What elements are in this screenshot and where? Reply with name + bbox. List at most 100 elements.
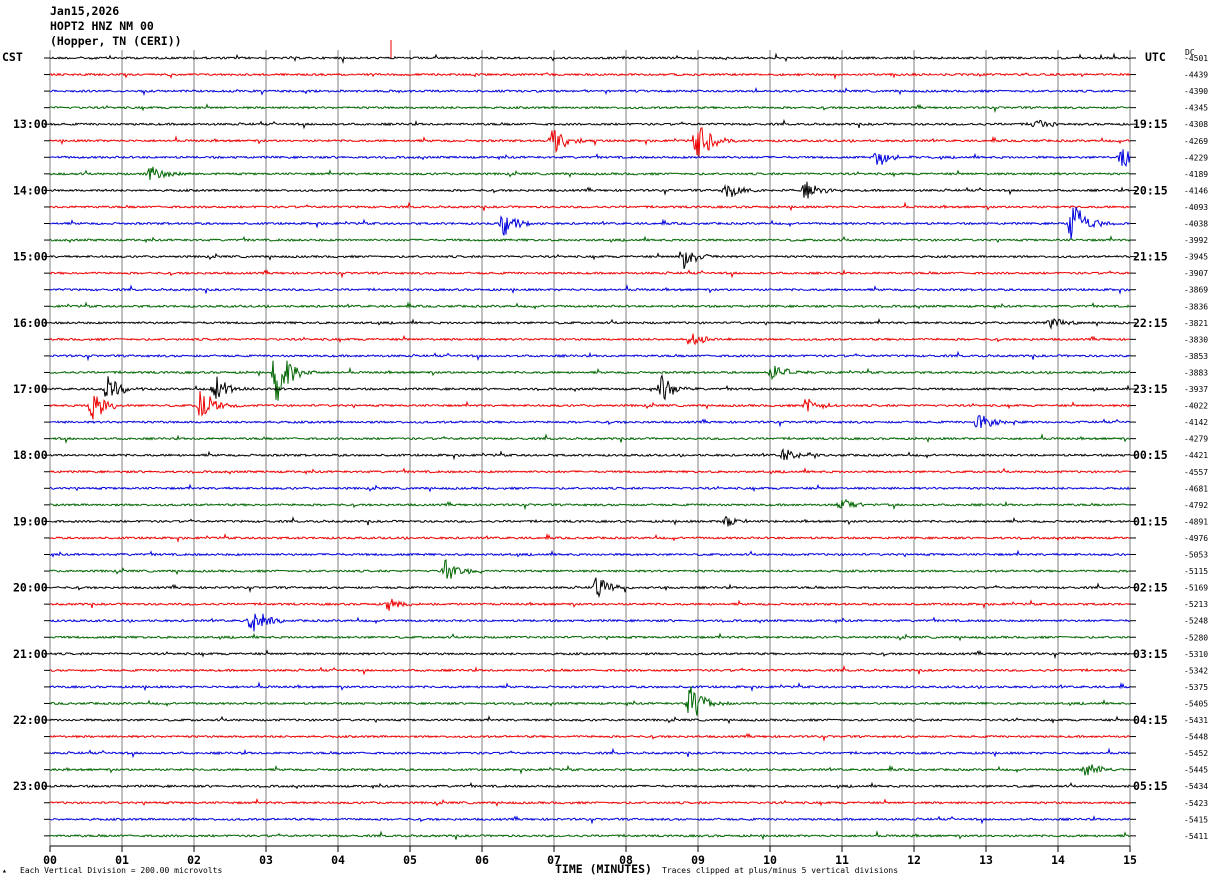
dc-offset-label: -5448 bbox=[1184, 733, 1208, 742]
dc-offset-label: -5405 bbox=[1184, 699, 1208, 708]
left-hour-label: 20:00 bbox=[13, 581, 48, 595]
seismic-trace bbox=[49, 360, 1131, 401]
seismic-trace bbox=[49, 333, 1131, 346]
seismic-trace bbox=[49, 350, 1131, 362]
seismic-trace bbox=[49, 498, 1131, 511]
dc-header-label: DC bbox=[1185, 48, 1195, 57]
dc-offset-label: -5411 bbox=[1184, 832, 1208, 841]
dc-offset-label: -3937 bbox=[1184, 385, 1208, 394]
left-hour-label: 15:00 bbox=[13, 250, 48, 264]
x-tick-label: 03 bbox=[259, 853, 273, 867]
dc-offset-label: -4439 bbox=[1184, 71, 1208, 80]
dc-offset-label: -5375 bbox=[1184, 683, 1208, 692]
x-axis-title: TIME (MINUTES) bbox=[555, 862, 652, 876]
seismic-trace bbox=[49, 206, 1131, 240]
dc-offset-label: -3907 bbox=[1184, 269, 1208, 278]
left-hour-label: 18:00 bbox=[13, 448, 48, 462]
dc-offset-label: -4891 bbox=[1184, 517, 1208, 526]
seismic-trace bbox=[49, 664, 1131, 676]
seismic-trace bbox=[49, 166, 1131, 180]
traces bbox=[49, 40, 1131, 841]
seismic-trace bbox=[49, 448, 1131, 461]
seismic-trace bbox=[49, 415, 1131, 428]
date-label: Jan15,2026 bbox=[50, 4, 120, 18]
dc-offset-label: -5115 bbox=[1184, 567, 1208, 576]
right-hour-label: 00:15 bbox=[1133, 448, 1168, 462]
seismic-trace bbox=[49, 71, 1131, 80]
x-tick-label: 04 bbox=[331, 853, 345, 867]
seismic-trace bbox=[49, 467, 1130, 475]
right-timezone-label: UTC bbox=[1145, 50, 1166, 64]
dc-offset-label: -5053 bbox=[1184, 551, 1208, 560]
seismic-trace bbox=[49, 301, 1131, 310]
left-hour-label: 19:00 bbox=[13, 514, 48, 528]
dc-offset-label: -5310 bbox=[1184, 650, 1208, 659]
seismic-trace bbox=[49, 549, 1131, 558]
seismic-trace bbox=[49, 515, 1131, 527]
seismic-trace bbox=[49, 532, 1131, 544]
dc-offset-label: -4142 bbox=[1184, 418, 1208, 427]
dc-offset-label: -4390 bbox=[1184, 87, 1208, 96]
dc-offset-label: -4146 bbox=[1184, 186, 1208, 195]
left-hour-label: 23:00 bbox=[13, 779, 48, 793]
right-hour-label: 19:15 bbox=[1133, 117, 1168, 131]
x-tick-label: 14 bbox=[1051, 853, 1065, 867]
dc-offset-label: -5431 bbox=[1184, 716, 1208, 725]
right-hour-label: 03:15 bbox=[1133, 647, 1168, 661]
x-tick-label: 10 bbox=[763, 853, 777, 867]
right-hour-label: 21:15 bbox=[1133, 250, 1168, 264]
dc-offset-label: -3869 bbox=[1184, 286, 1208, 295]
seismic-trace bbox=[49, 87, 1131, 97]
dc-offset-label: -4308 bbox=[1184, 120, 1208, 129]
seismic-trace bbox=[49, 613, 1131, 632]
seismic-trace bbox=[49, 181, 1131, 199]
dc-offset-label: -4229 bbox=[1184, 153, 1208, 162]
dc-offset-label: -5342 bbox=[1184, 666, 1208, 675]
dc-offset-label: -5280 bbox=[1184, 633, 1208, 642]
right-hour-label: 23:15 bbox=[1133, 382, 1168, 396]
dc-offset-label: -4279 bbox=[1184, 435, 1208, 444]
dc-offset-label: -3821 bbox=[1184, 319, 1208, 328]
dc-offset-label: -4976 bbox=[1184, 534, 1208, 543]
x-tick-label: 13 bbox=[979, 853, 993, 867]
right-hour-label: 01:15 bbox=[1133, 514, 1168, 528]
dc-offset-label: -4189 bbox=[1184, 170, 1208, 179]
left-hour-label: 13:00 bbox=[13, 117, 48, 131]
clip-note: Traces clipped at plus/minus 5 vertical … bbox=[662, 866, 899, 875]
right-hour-label: 04:15 bbox=[1133, 713, 1168, 727]
dc-offset-label: -4501 bbox=[1184, 54, 1208, 63]
seismic-trace bbox=[49, 797, 1131, 807]
seismic-trace bbox=[49, 201, 1131, 212]
seismic-trace bbox=[49, 317, 1131, 330]
right-hour-label: 05:15 bbox=[1133, 779, 1168, 793]
seismic-trace bbox=[49, 373, 1131, 401]
axis-labels: 00 01 02 03 04 05 06 07 08 09 10 11 12 13 14 15 -4501 -44… bbox=[13, 54, 1208, 867]
dc-offset-label: -4269 bbox=[1184, 137, 1208, 146]
seismic-trace bbox=[49, 815, 1131, 825]
x-tick-label: 08 bbox=[619, 853, 633, 867]
dc-offset-label: -3830 bbox=[1184, 335, 1208, 344]
seismic-trace bbox=[49, 686, 1131, 716]
right-hour-label: 02:15 bbox=[1133, 581, 1168, 595]
seismic-trace bbox=[49, 632, 1131, 642]
x-tick-label: 00 bbox=[43, 853, 57, 867]
seismic-trace bbox=[49, 681, 1131, 693]
left-timezone-label: CST bbox=[2, 50, 23, 64]
left-hour-label: 16:00 bbox=[13, 316, 48, 330]
right-hour-label: 20:15 bbox=[1133, 183, 1168, 197]
dc-offset-label: -5213 bbox=[1184, 600, 1208, 609]
seismic-trace bbox=[49, 127, 1131, 158]
seismic-trace bbox=[49, 483, 1131, 493]
seismic-trace bbox=[49, 235, 1131, 244]
x-tick-label: 09 bbox=[691, 853, 705, 867]
seismic-trace bbox=[49, 747, 1131, 759]
x-tick-label: 06 bbox=[475, 853, 489, 867]
dc-offset-label: -4792 bbox=[1184, 501, 1208, 510]
dc-offset-label: -4681 bbox=[1184, 484, 1208, 493]
seismic-trace bbox=[49, 559, 1131, 579]
dc-offset-label: -5423 bbox=[1184, 799, 1208, 808]
dc-offset-label: -4345 bbox=[1184, 104, 1208, 113]
x-tick-label: 15 bbox=[1123, 853, 1137, 867]
seismic-trace bbox=[49, 118, 1130, 130]
